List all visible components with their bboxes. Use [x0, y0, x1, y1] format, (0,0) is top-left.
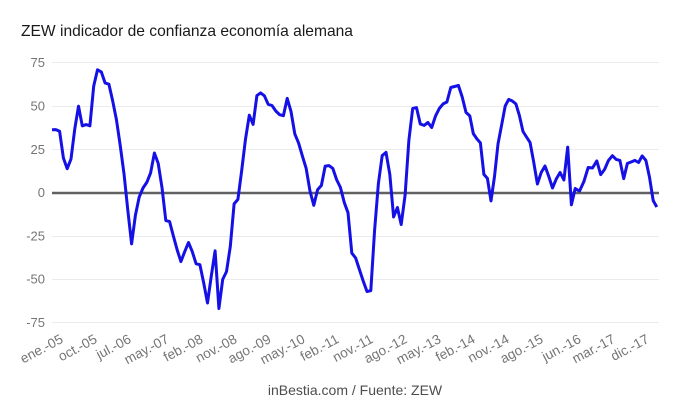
svg-text:25: 25	[31, 142, 45, 157]
svg-text:-75: -75	[26, 315, 45, 330]
svg-text:75: 75	[31, 55, 45, 70]
svg-text:dic.-17: dic.-17	[608, 331, 651, 363]
svg-text:-50: -50	[26, 272, 45, 287]
svg-text:0: 0	[38, 185, 45, 200]
svg-text:oct.-05: oct.-05	[56, 331, 100, 364]
svg-text:-25: -25	[26, 228, 45, 243]
svg-text:50: 50	[31, 99, 45, 114]
